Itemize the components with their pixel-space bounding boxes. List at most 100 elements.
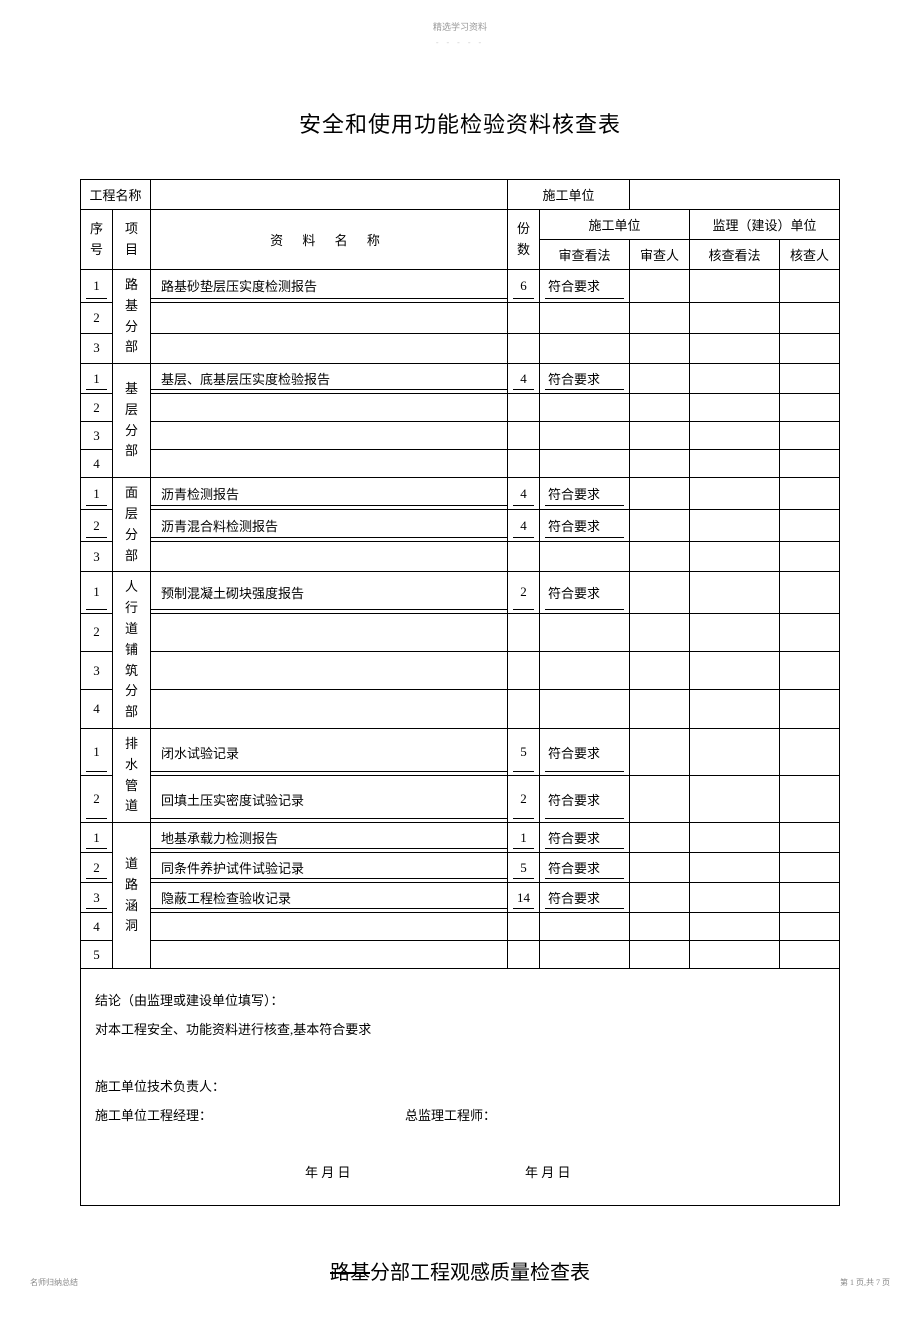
check-opinion-cell: [689, 542, 779, 572]
review-opinion-cell: [539, 913, 629, 941]
table-row: 2: [81, 302, 840, 333]
reviewer-cell: [629, 913, 689, 941]
material-name-cell: 同条件养护试件试验记录: [151, 853, 508, 883]
review-opinion-cell: 符合要求: [539, 510, 629, 542]
constructor-group-header: 施工单位: [539, 210, 689, 240]
checker-cell: [779, 364, 839, 394]
count-cell: 6: [507, 270, 539, 303]
check-opinion-cell: [689, 422, 779, 450]
supervisor-group-header: 监理（建设）单位: [689, 210, 839, 240]
check-opinion-cell: [689, 883, 779, 913]
seq-cell: 4: [81, 450, 113, 478]
table-row: 2同条件养护试件试验记录5符合要求: [81, 853, 840, 883]
checker-cell: [779, 270, 839, 303]
checker-cell: [779, 333, 839, 364]
check-opinion-cell: [689, 364, 779, 394]
table-row: 1排水管道闭水试验记录5符合要求: [81, 728, 840, 775]
table-row: 4: [81, 690, 840, 728]
project-name-value: [151, 180, 508, 210]
material-name-cell: [151, 450, 508, 478]
checker-cell: [779, 302, 839, 333]
review-opinion-cell: [539, 941, 629, 969]
conclusion-row: 结论（由监理或建设单位填写）： 对本工程安全、功能资料进行核查,基本符合要求 施…: [81, 969, 840, 1206]
count-cell: [507, 333, 539, 364]
page-footer: 名师归纳总结 第 1 页,共 7 页: [30, 1277, 890, 1288]
count-cell: [507, 302, 539, 333]
count-cell: [507, 542, 539, 572]
checker-cell: [779, 572, 839, 613]
reviewer-cell: [629, 652, 689, 690]
seq-cell: 2: [81, 613, 113, 651]
checker-cell: [779, 913, 839, 941]
table-row: 4: [81, 450, 840, 478]
table-row: 2回填土压实密度试验记录2符合要求: [81, 776, 840, 823]
review-opinion-cell: [539, 690, 629, 728]
seq-header: 序号: [81, 210, 113, 270]
checker-cell: [779, 510, 839, 542]
reviewer-cell: [629, 542, 689, 572]
check-opinion-cell: [689, 823, 779, 853]
checker-cell: [779, 478, 839, 510]
reviewer-cell: [629, 941, 689, 969]
section-label: 排水管道: [113, 728, 151, 822]
table-row: 1路基分部路基砂垫层压实度检测报告6符合要求: [81, 270, 840, 303]
conclusion-cell: 结论（由监理或建设单位填写）： 对本工程安全、功能资料进行核查,基本符合要求 施…: [81, 969, 840, 1206]
material-name-header: 资 料 名 称: [151, 210, 508, 270]
page-title-1: 安全和使用功能检验资料核查表: [80, 107, 840, 139]
seq-cell: 3: [81, 422, 113, 450]
table-row: 1道路涵洞地基承载力检测报告1符合要求: [81, 823, 840, 853]
material-name-cell: 地基承载力检测报告: [151, 823, 508, 853]
check-opinion-header: 核查看法: [689, 240, 779, 270]
seq-cell: 4: [81, 913, 113, 941]
reviewer-cell: [629, 302, 689, 333]
check-opinion-cell: [689, 302, 779, 333]
pm-line: 施工单位工程经理：: [95, 1102, 405, 1131]
seq-cell: 2: [81, 853, 113, 883]
reviewer-cell: [629, 776, 689, 823]
reviewer-cell: [629, 572, 689, 613]
count-cell: [507, 690, 539, 728]
material-name-cell: 闭水试验记录: [151, 728, 508, 775]
conclusion-line1: 结论（由监理或建设单位填写）：: [95, 987, 825, 1016]
reviewer-cell: [629, 613, 689, 651]
checker-cell: [779, 613, 839, 651]
count-cell: [507, 913, 539, 941]
section-label: 人行道铺筑分部: [113, 572, 151, 729]
check-opinion-cell: [689, 333, 779, 364]
section-label: 道路涵洞: [113, 823, 151, 969]
review-opinion-cell: 符合要求: [539, 572, 629, 613]
checker-cell: [779, 542, 839, 572]
checker-cell: [779, 422, 839, 450]
section-label: 基层分部: [113, 364, 151, 478]
review-opinion-cell: 符合要求: [539, 776, 629, 823]
project-name-label: 工程名称: [81, 180, 151, 210]
material-name-cell: 回填土压实密度试验记录: [151, 776, 508, 823]
footer-left: 名师归纳总结: [30, 1277, 78, 1288]
reviewer-header: 审查人: [629, 240, 689, 270]
review-opinion-cell: 符合要求: [539, 364, 629, 394]
checker-cell: [779, 853, 839, 883]
reviewer-cell: [629, 270, 689, 303]
tech-lead-line: 施工单位技术负责人：: [95, 1073, 825, 1102]
table-row: 3隐蔽工程检查验收记录14符合要求: [81, 883, 840, 913]
check-opinion-cell: [689, 450, 779, 478]
checker-cell: [779, 776, 839, 823]
checker-cell: [779, 690, 839, 728]
supervisor-line: 总监理工程师：: [405, 1102, 496, 1131]
table-header-group-row: 序号 项目 资 料 名 称 份数 施工单位 监理（建设）单位: [81, 210, 840, 240]
table-header-row: 工程名称 施工单位: [81, 180, 840, 210]
count-cell: [507, 450, 539, 478]
table-row: 2沥青混合料检测报告4符合要求: [81, 510, 840, 542]
table-row: 1人行道铺筑分部预制混凝土砌块强度报告2符合要求: [81, 572, 840, 613]
checker-cell: [779, 394, 839, 422]
review-opinion-cell: 符合要求: [539, 270, 629, 303]
material-name-cell: [151, 394, 508, 422]
check-opinion-cell: [689, 270, 779, 303]
material-name-cell: [151, 690, 508, 728]
table-row: 2: [81, 394, 840, 422]
review-opinion-cell: 符合要求: [539, 823, 629, 853]
seq-cell: 3: [81, 542, 113, 572]
count-cell: [507, 652, 539, 690]
material-name-cell: 隐蔽工程检查验收记录: [151, 883, 508, 913]
count-cell: 2: [507, 572, 539, 613]
